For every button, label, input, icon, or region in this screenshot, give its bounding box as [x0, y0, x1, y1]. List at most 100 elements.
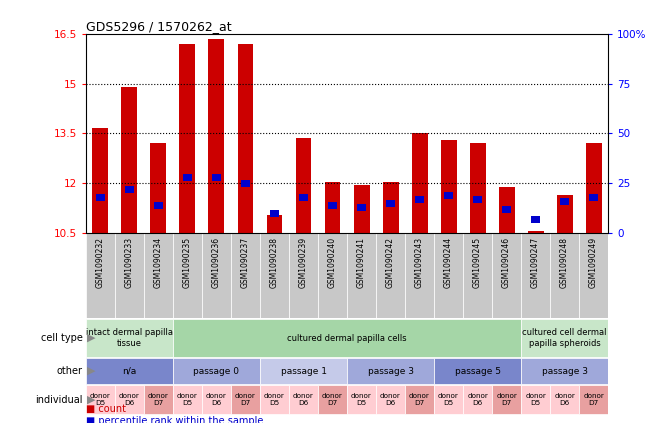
Bar — [151, 143, 167, 233]
Bar — [441, 140, 457, 233]
Text: donor
D6: donor D6 — [467, 393, 488, 406]
Bar — [231, 233, 260, 319]
Bar — [469, 143, 486, 233]
Text: passage 5: passage 5 — [455, 367, 500, 376]
Bar — [93, 129, 108, 233]
Bar — [376, 233, 405, 319]
Bar — [325, 181, 340, 233]
Text: cell type: cell type — [41, 333, 83, 343]
Bar — [405, 385, 434, 414]
Bar — [289, 233, 318, 319]
Text: donor
D7: donor D7 — [409, 393, 430, 406]
Bar — [498, 187, 514, 233]
Bar — [354, 185, 369, 233]
Bar — [173, 319, 521, 357]
Bar — [144, 385, 173, 414]
Bar — [357, 204, 366, 211]
Text: donor
D6: donor D6 — [293, 393, 314, 406]
Bar — [208, 39, 225, 233]
Bar — [383, 181, 399, 233]
Text: other: other — [57, 366, 83, 376]
Bar — [521, 385, 550, 414]
Bar — [376, 385, 405, 414]
Bar — [202, 233, 231, 319]
Bar — [412, 134, 428, 233]
Text: GSM1090240: GSM1090240 — [328, 237, 337, 288]
Text: ■ count: ■ count — [86, 404, 126, 415]
Text: GSM1090247: GSM1090247 — [531, 237, 540, 288]
Bar — [589, 194, 598, 201]
Text: GSM1090236: GSM1090236 — [212, 237, 221, 288]
Text: passage 0: passage 0 — [194, 367, 239, 376]
Bar — [182, 174, 192, 181]
Bar — [347, 358, 434, 384]
Bar — [202, 385, 231, 414]
Bar — [521, 233, 550, 319]
Text: GSM1090249: GSM1090249 — [589, 237, 598, 288]
Text: ▶: ▶ — [87, 395, 96, 404]
Bar — [270, 210, 280, 217]
Bar — [180, 44, 196, 233]
Bar — [502, 206, 512, 213]
Bar — [328, 202, 337, 209]
Bar — [434, 358, 521, 384]
Text: donor
D6: donor D6 — [206, 393, 227, 406]
Text: GSM1090246: GSM1090246 — [502, 237, 511, 288]
Text: ▶: ▶ — [87, 366, 96, 376]
Bar — [531, 216, 541, 222]
Text: donor
D6: donor D6 — [380, 393, 401, 406]
Bar — [122, 87, 137, 233]
Text: cultured cell dermal
papilla spheroids: cultured cell dermal papilla spheroids — [522, 328, 607, 348]
Bar — [173, 233, 202, 319]
Text: GDS5296 / 1570262_at: GDS5296 / 1570262_at — [86, 20, 231, 33]
Text: passage 3: passage 3 — [368, 367, 414, 376]
Bar — [347, 385, 376, 414]
Bar — [231, 385, 260, 414]
Bar — [579, 233, 608, 319]
Text: donor
D5: donor D5 — [525, 393, 546, 406]
Bar — [266, 215, 282, 233]
Text: GSM1090244: GSM1090244 — [444, 237, 453, 288]
Bar — [144, 233, 173, 319]
Text: donor
D5: donor D5 — [351, 393, 372, 406]
Bar — [115, 385, 144, 414]
Bar — [557, 195, 572, 233]
Text: ▶: ▶ — [87, 333, 96, 343]
Bar — [434, 233, 463, 319]
Bar — [96, 194, 105, 201]
Bar — [434, 385, 463, 414]
Bar — [463, 233, 492, 319]
Text: GSM1090234: GSM1090234 — [154, 237, 163, 288]
Bar — [115, 233, 144, 319]
Bar — [444, 192, 453, 199]
Bar — [521, 319, 608, 357]
Text: donor
D5: donor D5 — [90, 393, 111, 406]
Bar — [260, 385, 289, 414]
Text: donor
D5: donor D5 — [264, 393, 285, 406]
Bar — [386, 200, 395, 207]
Bar — [492, 385, 521, 414]
Text: GSM1090238: GSM1090238 — [270, 237, 279, 288]
Text: intact dermal papilla
tissue: intact dermal papilla tissue — [86, 328, 173, 348]
Bar — [260, 358, 347, 384]
Bar — [241, 180, 251, 187]
Text: GSM1090243: GSM1090243 — [415, 237, 424, 288]
Bar — [212, 174, 221, 181]
Text: GSM1090248: GSM1090248 — [560, 237, 569, 288]
Text: passage 1: passage 1 — [280, 367, 327, 376]
Bar — [405, 233, 434, 319]
Text: donor
D5: donor D5 — [177, 393, 198, 406]
Bar — [289, 385, 318, 414]
Bar — [86, 385, 115, 414]
Bar — [86, 319, 173, 357]
Text: GSM1090241: GSM1090241 — [357, 237, 366, 288]
Text: GSM1090235: GSM1090235 — [183, 237, 192, 288]
Text: donor
D7: donor D7 — [235, 393, 256, 406]
Bar — [173, 385, 202, 414]
Bar — [318, 385, 347, 414]
Bar — [586, 143, 602, 233]
Bar — [260, 233, 289, 319]
Text: donor
D6: donor D6 — [554, 393, 575, 406]
Bar — [473, 196, 483, 203]
Text: donor
D7: donor D7 — [322, 393, 343, 406]
